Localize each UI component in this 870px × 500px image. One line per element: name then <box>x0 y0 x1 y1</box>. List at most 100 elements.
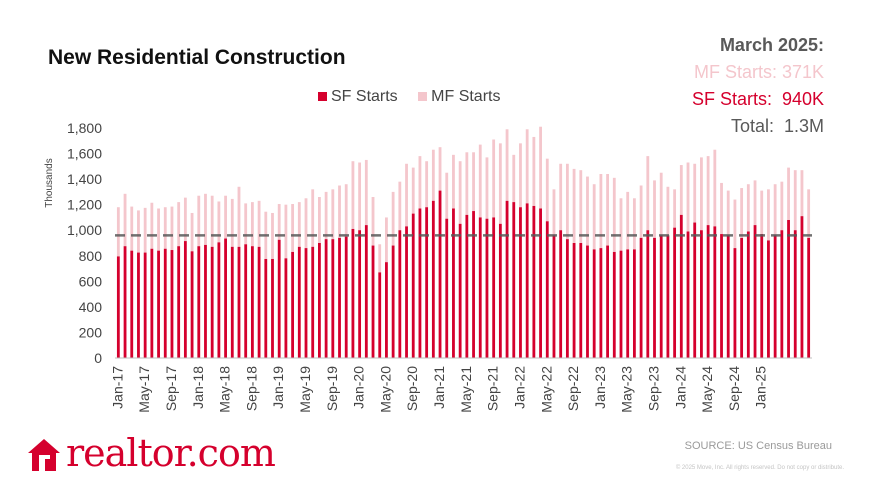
sf-bar <box>170 250 174 358</box>
callout-total: Total: 1.3M <box>730 116 824 136</box>
sf-bar <box>431 200 435 358</box>
mf-bar <box>371 197 375 246</box>
mf-bar <box>224 195 227 239</box>
sf-bar <box>639 237 643 358</box>
mf-bar <box>700 157 703 231</box>
x-tick-label: Sep-19 <box>324 366 340 411</box>
mf-bar <box>398 181 402 231</box>
mf-bar <box>116 207 120 257</box>
legend-mf-label: MF Starts <box>431 88 501 105</box>
mf-bar <box>230 198 234 247</box>
y-tick-label: 1,200 <box>67 197 102 213</box>
sf-bar <box>318 243 321 358</box>
mf-bar <box>123 193 127 247</box>
mf-bar <box>586 176 589 246</box>
sf-bar <box>452 208 455 358</box>
mf-bar <box>760 190 764 235</box>
sf-bar <box>713 226 717 358</box>
mf-bar <box>177 202 181 247</box>
mf-bar <box>204 193 207 245</box>
y-tick-label: 1,000 <box>67 222 102 238</box>
x-tick-label: Jan-21 <box>431 366 447 409</box>
mf-bar <box>338 185 341 238</box>
mf-bar <box>257 200 261 247</box>
mf-bar <box>431 149 435 201</box>
x-tick-label: May-17 <box>136 366 152 413</box>
x-tick-label: Jan-25 <box>753 366 769 409</box>
sf-bar <box>619 250 623 358</box>
mf-bar <box>686 162 690 232</box>
sf-bar <box>445 218 449 358</box>
legend-sf-label: SF Starts <box>331 88 398 105</box>
sf-bar <box>767 240 770 358</box>
mf-bar <box>706 156 710 226</box>
mf-bar <box>485 157 489 219</box>
callout-heading: March 2025: <box>719 35 824 55</box>
sf-bar <box>183 241 187 358</box>
sf-bar <box>143 252 147 358</box>
mf-bar <box>284 204 288 259</box>
sf-bar <box>364 225 368 358</box>
mf-bar <box>559 163 563 231</box>
sf-bar <box>197 246 201 358</box>
sf-bar <box>653 237 656 358</box>
sf-bar <box>780 230 784 358</box>
mf-bar <box>612 177 616 252</box>
x-tick-label: Jan-24 <box>672 366 688 409</box>
mf-bar <box>425 161 429 208</box>
sf-bar <box>599 248 603 358</box>
mf-bar <box>324 191 328 240</box>
sf-bar <box>250 246 254 358</box>
sf-bar <box>385 262 388 358</box>
sf-bar <box>525 203 529 358</box>
mf-bar <box>606 174 609 246</box>
mf-bar <box>277 204 281 240</box>
sf-swatch-icon <box>318 92 327 102</box>
sf-bar <box>177 246 181 358</box>
sf-bar <box>190 251 194 358</box>
mf-bar <box>190 212 194 252</box>
sf-bar <box>116 256 120 358</box>
sf-bar <box>498 223 502 358</box>
y-tick-label: 0 <box>94 350 102 366</box>
sf-bar <box>686 231 690 358</box>
sf-bar <box>344 236 348 358</box>
sf-bar <box>787 220 790 358</box>
mf-bar <box>445 172 449 219</box>
x-tick-label: Jan-20 <box>351 366 367 409</box>
latest-callout: March 2025: MF Starts: 371K SF Starts: 9… <box>692 32 824 140</box>
mf-bar <box>130 206 134 251</box>
sf-bar <box>378 272 382 358</box>
x-tick-label: Jan-23 <box>592 366 608 409</box>
sf-bar <box>559 230 563 358</box>
mf-bar <box>311 189 315 247</box>
mf-bar <box>137 210 140 253</box>
sf-bar <box>545 221 549 358</box>
sf-bar <box>391 245 395 358</box>
sf-bar <box>478 217 482 358</box>
mf-bar <box>244 203 248 245</box>
sf-bar <box>519 207 522 358</box>
mf-bar <box>452 154 455 209</box>
mf-bar <box>304 198 308 249</box>
mf-swatch-icon <box>418 92 428 102</box>
mf-bar <box>378 244 382 273</box>
sf-bar <box>626 249 630 358</box>
x-tick-label: May-19 <box>297 366 313 413</box>
mf-bar <box>753 180 757 226</box>
sf-bar <box>472 211 475 358</box>
mf-bar <box>552 189 556 236</box>
sf-bar <box>659 235 663 358</box>
x-tick-label: Sep-18 <box>243 366 259 411</box>
sf-bar <box>485 218 489 358</box>
sf-bar <box>539 208 542 358</box>
mf-bar <box>532 136 536 206</box>
sf-bar <box>679 214 683 358</box>
mf-bar <box>364 159 368 226</box>
sf-bar <box>753 225 757 358</box>
mf-bar <box>545 158 549 222</box>
mf-bar <box>143 207 147 253</box>
sf-bar <box>592 249 596 358</box>
mf-bar <box>525 129 529 204</box>
mf-bar <box>632 198 636 250</box>
